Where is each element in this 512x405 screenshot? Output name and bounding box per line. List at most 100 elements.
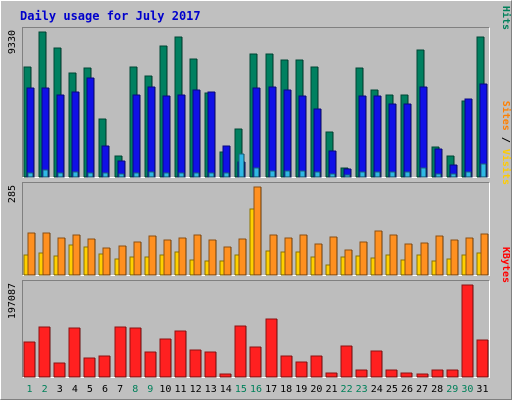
bar-fill bbox=[344, 169, 351, 177]
bar-fill bbox=[432, 370, 443, 377]
day-label-23: 23 bbox=[356, 384, 368, 395]
bar-edge-shadow bbox=[451, 174, 457, 178]
bar-middle-sites-day-27 bbox=[420, 242, 429, 276]
bar-fill bbox=[404, 104, 411, 177]
bar-edge bbox=[385, 94, 393, 177]
bar-edge-shadow bbox=[239, 239, 247, 276]
bar-top-pages-day-17 bbox=[269, 170, 276, 178]
bar-edge bbox=[71, 91, 79, 177]
bar-edge bbox=[403, 103, 411, 177]
bar-edge-shadow bbox=[436, 174, 442, 178]
day-label-19: 19 bbox=[295, 384, 307, 395]
bar-fill bbox=[88, 239, 95, 275]
bar-edge bbox=[192, 89, 200, 177]
bar-edge bbox=[299, 170, 305, 177]
bar-edge bbox=[249, 346, 261, 377]
bar-edge bbox=[420, 242, 428, 275]
bar-edge bbox=[42, 169, 48, 177]
bar-fill bbox=[99, 356, 110, 377]
bar-fill bbox=[436, 174, 441, 177]
bar-edge bbox=[193, 172, 199, 177]
bar-fill bbox=[54, 363, 65, 377]
bar-edge-shadow bbox=[300, 235, 308, 276]
bar-edge bbox=[132, 94, 140, 177]
bar-edge bbox=[329, 173, 335, 177]
bar-fill bbox=[315, 244, 322, 275]
legend-part-0: KBytes bbox=[500, 247, 511, 283]
bar-edge-shadow bbox=[360, 242, 368, 276]
day-label-10: 10 bbox=[159, 384, 171, 395]
bar-edge bbox=[328, 150, 336, 177]
bar-top-pages-day-13 bbox=[208, 172, 215, 178]
bar-edge-shadow bbox=[205, 352, 217, 378]
bar-edge-shadow bbox=[345, 250, 353, 276]
bar-fill bbox=[405, 172, 410, 177]
panel-bottom-max-label: 197087 bbox=[7, 283, 18, 319]
bar-edge-shadow bbox=[330, 174, 336, 178]
day-label-20: 20 bbox=[310, 384, 322, 395]
bar-fill bbox=[239, 154, 244, 177]
bar-edge bbox=[325, 131, 333, 177]
bar-middle-sites-day-7 bbox=[118, 245, 127, 276]
day-label-17: 17 bbox=[265, 384, 277, 395]
bar-edge-shadow bbox=[462, 285, 474, 378]
bar-edge bbox=[129, 66, 137, 177]
bar-top-pages-day-11 bbox=[178, 172, 185, 178]
bar-top-files-day-16 bbox=[252, 87, 261, 178]
bar-edge bbox=[174, 330, 186, 377]
bar-top-files-day-10 bbox=[162, 95, 171, 178]
bar-edge bbox=[465, 237, 473, 275]
bar-fill bbox=[160, 339, 171, 377]
bar-edge bbox=[144, 351, 156, 377]
bar-fill bbox=[179, 238, 186, 275]
bar-edge bbox=[114, 155, 122, 177]
bar-edge bbox=[314, 171, 320, 177]
bar-edge bbox=[419, 86, 427, 177]
bar-middle-sites-day-24 bbox=[374, 230, 383, 276]
bar-fill bbox=[24, 342, 35, 377]
bar-edge-shadow bbox=[134, 242, 142, 276]
bar-edge bbox=[144, 75, 152, 177]
day-label-7: 7 bbox=[117, 384, 123, 395]
bar-edge-shadow bbox=[296, 362, 308, 378]
bar-edge bbox=[449, 164, 457, 177]
bar-edge-shadow bbox=[386, 370, 398, 378]
bar-edge-shadow bbox=[84, 358, 96, 378]
bar-fill bbox=[451, 174, 456, 177]
day-label-8: 8 bbox=[132, 384, 138, 395]
bar-top-pages-day-5 bbox=[87, 172, 94, 178]
bar-top-files-day-24 bbox=[373, 95, 382, 178]
day-label-4: 4 bbox=[72, 384, 78, 395]
bar-edge-shadow bbox=[99, 356, 111, 378]
bar-edge bbox=[461, 284, 473, 377]
bar-edge-shadow bbox=[285, 238, 293, 276]
bar-edge-shadow bbox=[315, 244, 323, 276]
bar-bottom-kbytes-day-1 bbox=[23, 341, 36, 378]
bar-edge bbox=[189, 58, 197, 177]
bar-fill bbox=[84, 358, 95, 377]
bar-fill bbox=[87, 78, 94, 177]
bar-edge bbox=[238, 153, 244, 177]
bar-fill bbox=[175, 331, 186, 377]
bar-edge-shadow bbox=[73, 172, 79, 178]
bar-top-files-day-13 bbox=[207, 91, 216, 178]
bar-top-pages-day-2 bbox=[42, 169, 49, 178]
bar-fill bbox=[134, 242, 141, 275]
bar-edge-shadow bbox=[194, 235, 202, 276]
bar-fill bbox=[296, 362, 307, 377]
bar-edge-shadow bbox=[281, 356, 293, 378]
bar-edge-shadow bbox=[300, 171, 306, 178]
bar-middle-sites-day-21 bbox=[329, 236, 338, 276]
bar-edge-shadow bbox=[190, 350, 202, 378]
bar-edge-shadow bbox=[175, 331, 187, 378]
day-label-13: 13 bbox=[205, 384, 217, 395]
bar-fill bbox=[149, 236, 156, 275]
bar-bottom-kbytes-day-27 bbox=[416, 373, 429, 378]
day-label-31: 31 bbox=[476, 384, 488, 395]
bar-fill bbox=[360, 172, 365, 177]
bar-fill bbox=[314, 109, 321, 177]
bar-edge-shadow bbox=[401, 373, 413, 378]
bar-bottom-kbytes-day-21 bbox=[325, 372, 338, 378]
bar-fill bbox=[28, 173, 33, 177]
bar-edge bbox=[68, 72, 76, 177]
